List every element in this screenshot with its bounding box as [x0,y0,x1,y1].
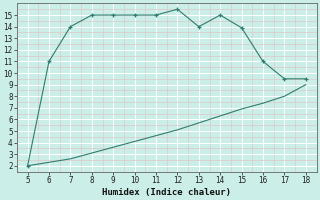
X-axis label: Humidex (Indice chaleur): Humidex (Indice chaleur) [102,188,231,197]
